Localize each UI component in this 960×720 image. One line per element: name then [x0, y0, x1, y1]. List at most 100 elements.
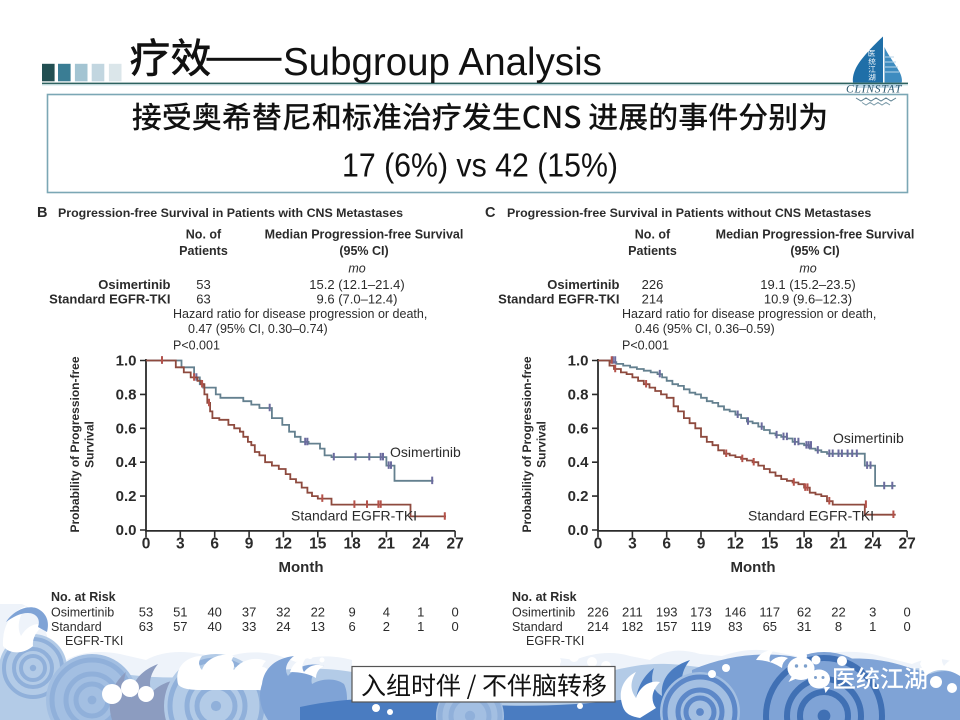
svg-text:15: 15	[761, 536, 779, 553]
svg-text:9: 9	[245, 536, 254, 553]
svg-text:3: 3	[628, 536, 637, 553]
svg-text:8: 8	[835, 619, 842, 634]
svg-text:4: 4	[383, 605, 390, 620]
svg-text:Probability of Progression-fre: Probability of Progression-free	[68, 356, 82, 532]
svg-text:24: 24	[864, 536, 882, 553]
svg-text:mo: mo	[799, 262, 816, 276]
svg-text:21: 21	[830, 536, 848, 553]
svg-text:Hazard ratio for disease progr: Hazard ratio for disease progression or …	[622, 307, 876, 321]
svg-text:12: 12	[727, 536, 744, 553]
svg-text:Osimertinib: Osimertinib	[833, 430, 904, 446]
svg-text:1: 1	[869, 619, 876, 634]
svg-text:119: 119	[691, 619, 712, 634]
svg-text:No. at Risk: No. at Risk	[51, 590, 116, 604]
svg-text:51: 51	[173, 605, 187, 620]
svg-text:Standard EGFR-TKI: Standard EGFR-TKI	[498, 292, 619, 307]
svg-text:226: 226	[642, 277, 664, 292]
svg-text:6: 6	[210, 536, 219, 553]
svg-text:157: 157	[656, 619, 678, 634]
svg-text:Osimertinib: Osimertinib	[390, 444, 461, 460]
svg-text:18: 18	[795, 536, 813, 553]
svg-text:9.6 (7.0–12.4): 9.6 (7.0–12.4)	[317, 292, 398, 307]
svg-text:Survival: Survival	[535, 421, 549, 468]
svg-text:10.9 (9.6–12.3): 10.9 (9.6–12.3)	[764, 292, 852, 307]
svg-text:(95% CI): (95% CI)	[790, 244, 839, 258]
svg-text:24: 24	[276, 619, 290, 634]
svg-text:27: 27	[446, 536, 463, 553]
svg-text:0: 0	[594, 536, 603, 553]
svg-text:0.0: 0.0	[116, 522, 137, 539]
svg-text:0.2: 0.2	[568, 488, 589, 505]
svg-text:No. of: No. of	[635, 228, 671, 242]
svg-text:Standard: Standard	[51, 620, 102, 634]
svg-text:63: 63	[139, 619, 153, 634]
svg-text:57: 57	[173, 619, 187, 634]
svg-text:0.47 (95% CI, 0.30–0.74): 0.47 (95% CI, 0.30–0.74)	[188, 322, 328, 336]
svg-text:12: 12	[275, 536, 292, 553]
svg-text:EGFR-TKI: EGFR-TKI	[526, 634, 584, 648]
svg-text:146: 146	[725, 605, 747, 620]
svg-text:31: 31	[797, 619, 811, 634]
svg-text:Median Progression-free Surviv: Median Progression-free Survival	[716, 228, 915, 242]
svg-text:15: 15	[309, 536, 327, 553]
svg-text:3: 3	[176, 536, 185, 553]
svg-text:(95% CI): (95% CI)	[339, 244, 388, 258]
svg-text:Standard EGFR-TKI: Standard EGFR-TKI	[49, 292, 170, 307]
svg-text:63: 63	[196, 292, 210, 307]
svg-text:19.1 (15.2–23.5): 19.1 (15.2–23.5)	[760, 277, 855, 292]
svg-text:3: 3	[869, 605, 876, 620]
svg-text:Survival: Survival	[83, 421, 97, 468]
svg-text:Osimertinib: Osimertinib	[51, 606, 114, 620]
svg-text:0.6: 0.6	[568, 420, 589, 437]
svg-text:0.8: 0.8	[568, 386, 589, 403]
svg-text:CLINSTAT: CLINSTAT	[846, 84, 903, 96]
svg-text:0: 0	[451, 619, 458, 634]
svg-text:Osimertinib: Osimertinib	[547, 277, 619, 292]
svg-text:Progression-free Survival in P: Progression-free Survival in Patients wi…	[507, 206, 871, 220]
svg-text:2: 2	[383, 619, 390, 634]
svg-text:21: 21	[378, 536, 396, 553]
svg-text:mo: mo	[348, 262, 365, 276]
svg-text:9: 9	[697, 536, 706, 553]
svg-text:65: 65	[763, 619, 777, 634]
svg-text:Probability of Progression-fre: Probability of Progression-free	[520, 356, 534, 532]
svg-text:Patients: Patients	[179, 244, 228, 258]
svg-text:0.4: 0.4	[568, 454, 590, 471]
svg-text:173: 173	[690, 605, 712, 620]
svg-text:33: 33	[242, 619, 256, 634]
svg-text:32: 32	[276, 605, 290, 620]
svg-text:Median Progression-free Surviv: Median Progression-free Survival	[265, 228, 464, 242]
svg-text:1: 1	[417, 619, 424, 634]
svg-text:Hazard ratio for disease progr: Hazard ratio for disease progression or …	[173, 307, 427, 321]
svg-text:182: 182	[622, 619, 644, 634]
svg-text:15.2 (12.1–21.4): 15.2 (12.1–21.4)	[309, 277, 404, 292]
svg-text:No. of: No. of	[186, 228, 222, 242]
svg-text:37: 37	[242, 605, 256, 620]
svg-text:0: 0	[903, 605, 910, 620]
svg-text:1: 1	[417, 605, 424, 620]
svg-text:17 (6%) vs 42 (15%): 17 (6%) vs 42 (15%)	[342, 148, 618, 185]
svg-text:Progression-free Survival in P: Progression-free Survival in Patients wi…	[58, 206, 403, 220]
svg-text:0.6: 0.6	[116, 420, 137, 437]
svg-text:6: 6	[348, 619, 355, 634]
svg-text:24: 24	[412, 536, 430, 553]
svg-text:0.4: 0.4	[116, 454, 138, 471]
svg-text:22: 22	[831, 605, 845, 620]
svg-text:Month: Month	[279, 559, 324, 576]
svg-text:Osimertinib: Osimertinib	[512, 606, 575, 620]
svg-text:0.8: 0.8	[116, 386, 137, 403]
svg-text:1.0: 1.0	[568, 353, 589, 370]
svg-text:83: 83	[728, 619, 742, 634]
svg-text:193: 193	[656, 605, 678, 620]
svg-text:Standard EGFR-TKI: Standard EGFR-TKI	[748, 508, 874, 524]
svg-text:53: 53	[196, 277, 210, 292]
svg-text:9: 9	[348, 605, 355, 620]
svg-text:No. at Risk: No. at Risk	[512, 590, 577, 604]
svg-text:0: 0	[903, 619, 910, 634]
svg-text:0.46 (95% CI, 0.36–0.59): 0.46 (95% CI, 0.36–0.59)	[635, 322, 775, 336]
svg-text:0: 0	[142, 536, 151, 553]
svg-text:6: 6	[662, 536, 671, 553]
svg-text:P<0.001: P<0.001	[622, 339, 669, 353]
svg-text:214: 214	[642, 292, 664, 307]
svg-text:211: 211	[622, 605, 643, 620]
